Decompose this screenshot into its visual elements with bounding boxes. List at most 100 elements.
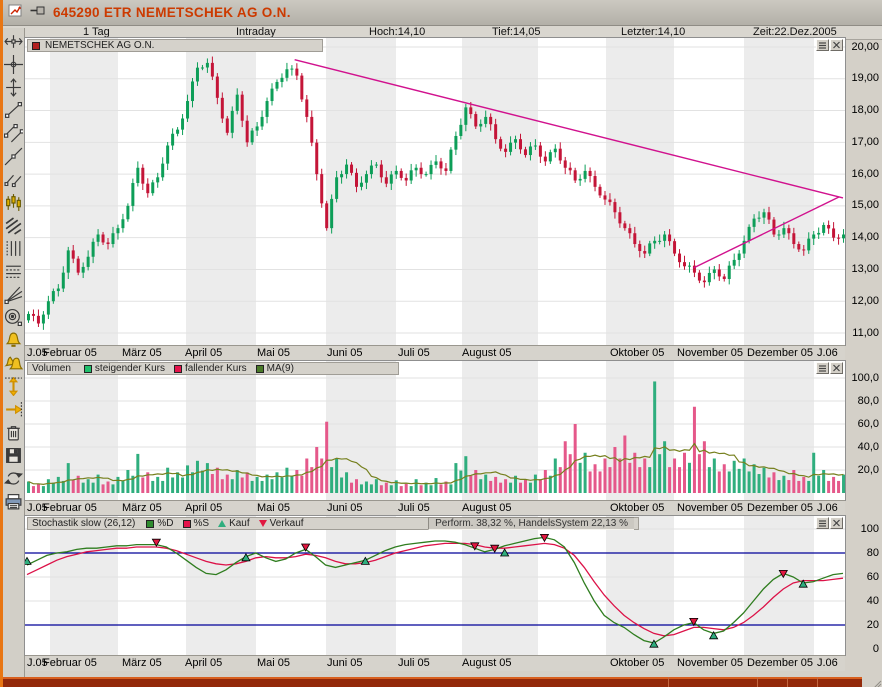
app-icon[interactable] bbox=[8, 3, 23, 23]
y-axis-tick: 13,00 bbox=[851, 262, 879, 275]
refresh-icon[interactable] bbox=[4, 468, 24, 488]
fib-circles-icon[interactable] bbox=[4, 307, 24, 327]
legend-label: fallender Kurs bbox=[184, 363, 247, 374]
month-label: Juli 05 bbox=[398, 502, 430, 514]
legend-label: %D bbox=[157, 518, 174, 529]
arrow-right-icon[interactable] bbox=[4, 399, 24, 419]
angle-lines-icon[interactable] bbox=[4, 169, 24, 189]
y-axis-tick: 100 bbox=[860, 522, 879, 535]
y-axis-tick: 60,0 bbox=[857, 417, 879, 430]
horizontal-lines-icon[interactable] bbox=[4, 261, 24, 281]
hatch-lines-icon[interactable] bbox=[4, 215, 24, 235]
legend-swatch bbox=[218, 520, 227, 527]
month-label: J.05 bbox=[27, 347, 48, 359]
month-label: Juni 05 bbox=[327, 347, 363, 359]
alarm-bell-icon[interactable] bbox=[4, 330, 24, 350]
legend-swatch bbox=[146, 519, 155, 528]
trash-icon[interactable] bbox=[4, 422, 24, 442]
y-axis-tick: 15,00 bbox=[851, 199, 879, 212]
month-label: Februar 05 bbox=[43, 347, 97, 359]
stochastic-panel-label: Stochastik slow (26,12) %D %S Kauf Verkauf … bbox=[27, 517, 639, 530]
month-label: November 05 bbox=[677, 502, 744, 514]
y-axis-tick: 18,00 bbox=[851, 104, 879, 117]
price-chart[interactable] bbox=[24, 37, 846, 346]
window-edge-left bbox=[0, 0, 3, 687]
month-label: Mai 05 bbox=[257, 657, 291, 669]
ray-line-icon[interactable] bbox=[4, 146, 24, 166]
month-label: März 05 bbox=[122, 657, 162, 669]
y-axis-tick: 60 bbox=[866, 570, 879, 583]
fan-lines-icon[interactable] bbox=[4, 284, 24, 304]
save-icon[interactable] bbox=[4, 445, 24, 465]
y-axis-tick: 20,0 bbox=[857, 463, 879, 476]
status-bar bbox=[3, 677, 882, 687]
legend-item: %S bbox=[182, 518, 210, 529]
volume-legend: steigender Kurs fallender Kurs MA(9) bbox=[83, 363, 294, 374]
info-bar: 1 Tag Intraday Hoch:14,10 Tief:14,05 Letzter… bbox=[3, 26, 882, 40]
month-label: Februar 05 bbox=[43, 657, 97, 669]
volume-x-axis: J.05 Februar 05 März 05 April 05 Mai 05 Juni … bbox=[25, 500, 845, 516]
legend-item: MA(9) bbox=[255, 363, 294, 374]
month-label: Dezember 05 bbox=[747, 347, 814, 359]
month-label: J.06 bbox=[817, 502, 838, 514]
y-axis-tick: 0 bbox=[872, 642, 879, 655]
y-axis-tick: 14,00 bbox=[851, 231, 879, 244]
crosshair-icon[interactable] bbox=[4, 54, 24, 74]
stochastic-chart[interactable] bbox=[24, 515, 846, 656]
resize-grip[interactable] bbox=[862, 676, 882, 687]
info-zeit: Zeit:22.Dez.2005 bbox=[753, 26, 837, 38]
month-label: Mai 05 bbox=[257, 502, 291, 514]
legend-item: steigender Kurs bbox=[83, 363, 165, 374]
status-bar-divider bbox=[757, 677, 758, 687]
month-label: J.06 bbox=[817, 347, 838, 359]
price-x-axis: J.05 Februar 05 März 05 April 05 Mai 05 Juni … bbox=[25, 345, 845, 361]
vertical-lines-icon[interactable] bbox=[4, 238, 24, 258]
legend-label: %S bbox=[193, 518, 210, 529]
legend-label: steigender Kurs bbox=[94, 363, 165, 374]
month-label: März 05 bbox=[122, 502, 162, 514]
volume-panel-close-button[interactable] bbox=[830, 362, 843, 374]
stochastic-legend: %D %S Kauf Verkauf bbox=[146, 518, 304, 529]
performance-readout: Perform. 38,32 %, HandelsSystem 22,13 % bbox=[428, 517, 634, 530]
price-panel-title: NEMETSCHEK AG O.N. bbox=[45, 40, 155, 51]
stochastic-panel-menu-button[interactable] bbox=[816, 517, 829, 529]
volume-chart[interactable] bbox=[24, 360, 846, 501]
info-period: 1 Tag bbox=[83, 26, 110, 38]
legend-swatch bbox=[182, 519, 191, 528]
window-title: 645290 ETR NEMETSCHEK AG O.N. bbox=[53, 5, 291, 20]
title-bar[interactable]: 645290 ETR NEMETSCHEK AG O.N. bbox=[3, 0, 882, 26]
stochastic-panel-close-button[interactable] bbox=[830, 517, 843, 529]
price-panel-menu-button[interactable] bbox=[816, 39, 829, 51]
candlestick-icon[interactable] bbox=[4, 192, 24, 212]
legend-item: fallender Kurs bbox=[173, 363, 247, 374]
trendline-icon[interactable] bbox=[4, 100, 24, 120]
month-label: November 05 bbox=[677, 347, 744, 359]
y-axis-tick: 20,00 bbox=[851, 40, 879, 53]
info-tief: Tief:14,05 bbox=[492, 26, 541, 38]
y-axis-tick: 40,0 bbox=[857, 440, 879, 453]
legend-swatch bbox=[83, 364, 92, 373]
pin-icon[interactable] bbox=[30, 3, 46, 23]
status-bar-divider bbox=[668, 677, 669, 687]
month-label: November 05 bbox=[677, 657, 744, 669]
legend-swatch bbox=[258, 520, 267, 527]
price-panel-close-button[interactable] bbox=[830, 39, 843, 51]
stochastic-x-axis: J.05 Februar 05 März 05 April 05 Mai 05 Juni … bbox=[25, 655, 845, 671]
expand-vertical-icon[interactable] bbox=[4, 376, 24, 396]
month-label: März 05 bbox=[122, 347, 162, 359]
y-axis-tick: 12,00 bbox=[851, 294, 879, 307]
print-icon[interactable] bbox=[4, 491, 24, 511]
vertical-adjust-icon[interactable] bbox=[4, 77, 24, 97]
alarm-bells-icon[interactable] bbox=[4, 353, 24, 373]
legend-label: MA(9) bbox=[266, 363, 294, 374]
parallel-channel-icon[interactable] bbox=[4, 123, 24, 143]
y-axis-tick: 80 bbox=[866, 546, 879, 559]
pan-icon[interactable] bbox=[4, 31, 24, 51]
legend-label: Verkauf bbox=[269, 518, 304, 529]
y-axis-tick: 16,00 bbox=[851, 167, 879, 180]
y-axis-tick: 19,00 bbox=[851, 72, 879, 85]
legend-label: Kauf bbox=[229, 518, 250, 529]
month-label: J.05 bbox=[27, 502, 48, 514]
volume-panel-menu-button[interactable] bbox=[816, 362, 829, 374]
status-bar-divider bbox=[787, 677, 788, 687]
